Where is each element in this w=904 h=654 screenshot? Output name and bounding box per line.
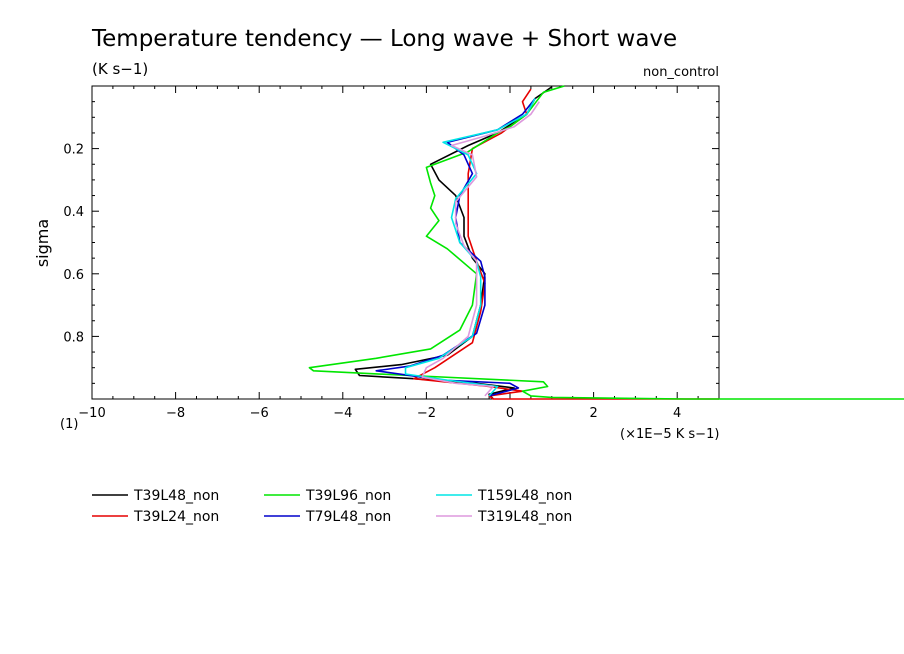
series-line-t39l48_non	[354, 86, 553, 400]
x-tick-label: −8	[166, 406, 185, 421]
y-tick-label: 0.6	[63, 268, 84, 283]
y-tick-label: 0.8	[63, 330, 84, 345]
case-label: non_control	[643, 65, 719, 80]
axis-ticks: −10 −8 −6 −4 −2 0 2 4 0.2 0.4 0.6 0.8	[63, 86, 720, 421]
legend-label: T39L24_non	[133, 509, 219, 525]
plot-frame	[91, 85, 720, 400]
legend-label: T159L48_non	[477, 488, 572, 504]
y-tick-label: 0.4	[63, 205, 84, 220]
x-tick-label: −4	[333, 406, 352, 421]
y-axis-label: sigma	[33, 219, 52, 267]
corner-label: (1)	[60, 417, 78, 432]
x-tick-label: 2	[589, 406, 597, 421]
x-axis-label: (×1E−5 K s−1)	[620, 427, 719, 442]
x-tick-label: 4	[673, 406, 681, 421]
legend-label: T39L48_non	[133, 488, 219, 504]
x-tick-label: −10	[78, 406, 105, 421]
legend: T39L48_non T39L24_non T39L96_non T79L48_non…	[92, 488, 572, 525]
units-label: (K s−1)	[92, 60, 148, 78]
legend-label: T79L48_non	[305, 509, 391, 525]
legend-label: T39L96_non	[305, 488, 391, 504]
y-tick-label: 0.2	[63, 143, 84, 158]
series-line-t159l48_non	[404, 98, 536, 397]
x-tick-label: 0	[506, 406, 514, 421]
x-tick-label: −2	[417, 406, 436, 421]
chart-title: Temperature tendency — Long wave + Short…	[91, 26, 677, 52]
series-line-t79l48_non	[375, 97, 536, 397]
x-tick-label: −6	[250, 406, 269, 421]
legend-label: T319L48_non	[477, 509, 572, 525]
series-line-t319l48_non	[421, 101, 540, 397]
series-line-t39l96_non	[308, 85, 904, 400]
series-layer	[308, 85, 904, 400]
series-line-t39l24_non	[413, 88, 719, 400]
